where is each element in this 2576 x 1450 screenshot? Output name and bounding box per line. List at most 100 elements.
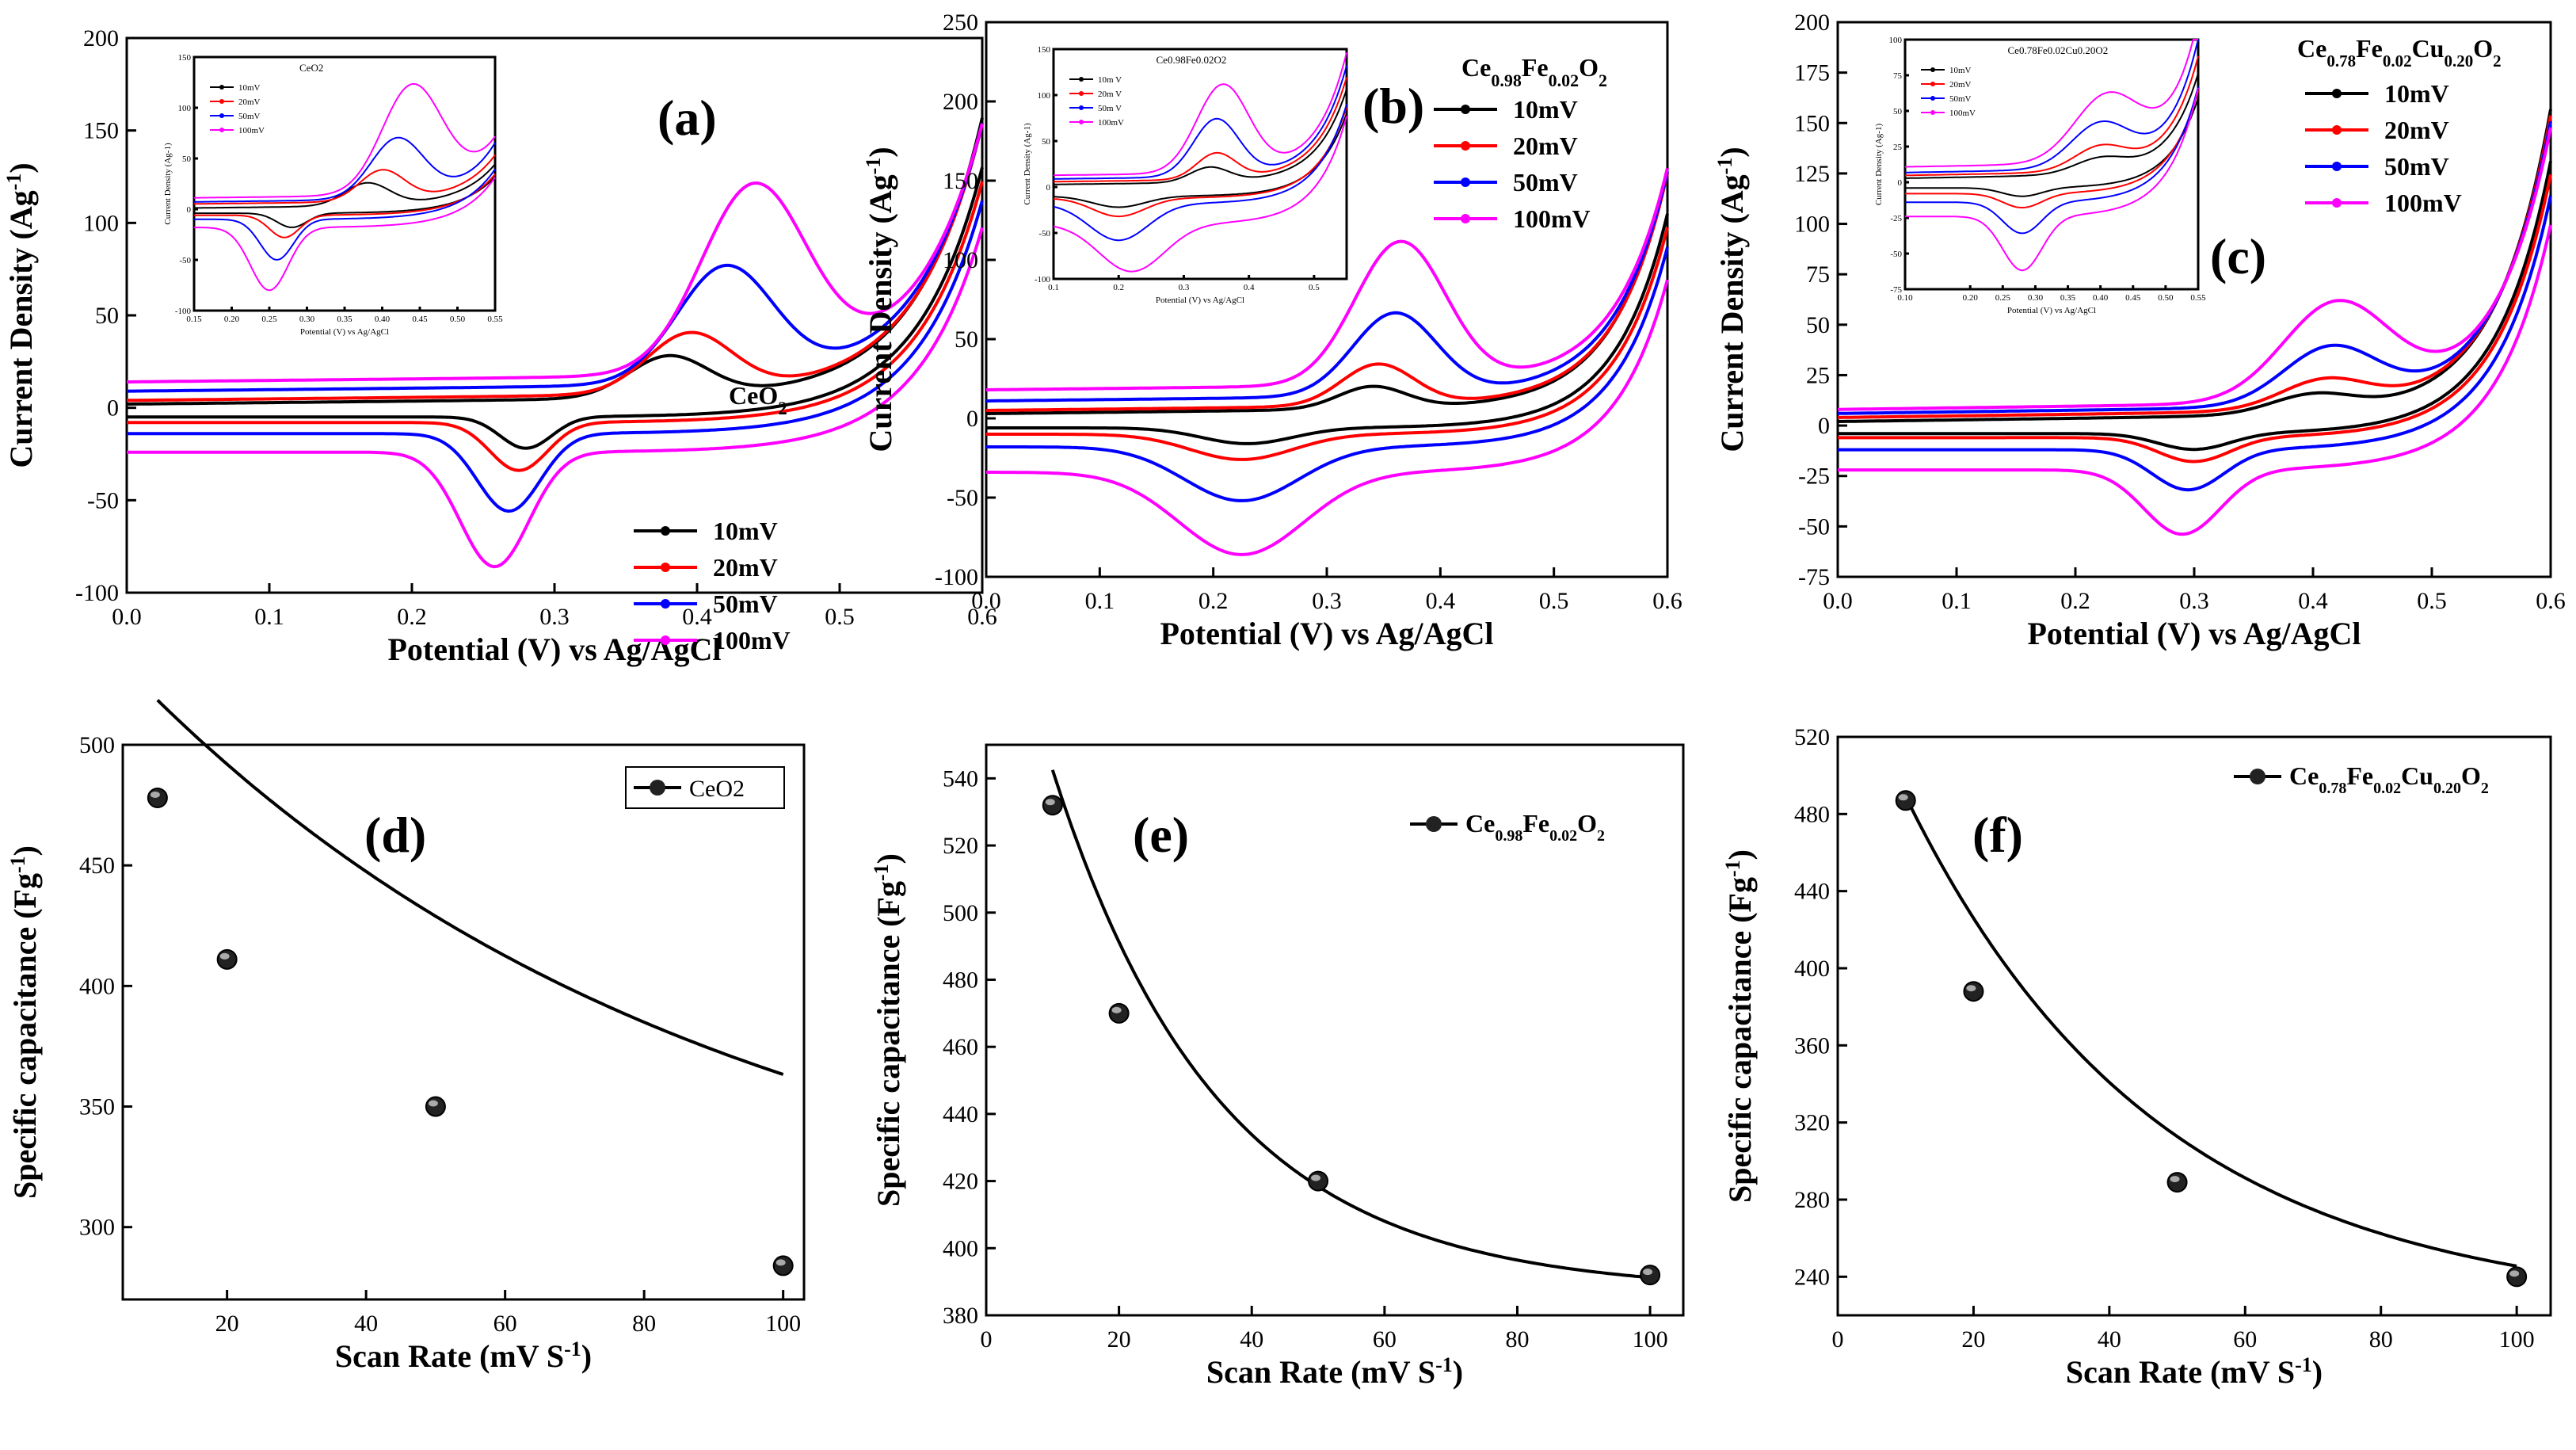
y-tick-label: 200 bbox=[1794, 10, 1830, 36]
inset-legend-label: 20m V bbox=[1098, 90, 1122, 99]
y-tick-label: -100 bbox=[1035, 275, 1051, 284]
plot-frame bbox=[121, 743, 806, 1301]
plot-frame bbox=[1836, 735, 2552, 1317]
axis-title-main: Scan Rate (mV S bbox=[335, 1338, 564, 1374]
x-tick-label: 0.2 bbox=[1198, 588, 1229, 614]
fit-curve bbox=[1903, 796, 2517, 1268]
y-tick-label: 100 bbox=[1794, 212, 1830, 238]
y-tick-label: 150 bbox=[178, 53, 192, 63]
y-axis-title-d: Specific capacitance (Fg-1) bbox=[6, 845, 44, 1199]
series-line-50mV-cathodic bbox=[1905, 86, 2199, 235]
inset-legend-marker bbox=[219, 85, 224, 90]
x-tick-label: 0.1 bbox=[1048, 283, 1059, 292]
legend-marker bbox=[2332, 162, 2342, 171]
y-tick-label: 125 bbox=[1794, 161, 1830, 187]
x-tick-label: 100 bbox=[2499, 1326, 2535, 1353]
legend-marker bbox=[1461, 105, 1470, 114]
series-line-20mV-anodic bbox=[127, 123, 984, 403]
y-tick-label: 150 bbox=[83, 118, 119, 144]
y-tick-label: -50 bbox=[1798, 513, 1830, 540]
legend-label-f: Ce0.78Fe0.02Cu0.20O2 bbox=[2289, 761, 2489, 797]
x-tick-label: 0.6 bbox=[2536, 588, 2566, 614]
series-line-100mV-anodic bbox=[1054, 52, 1347, 177]
inset-chart-a: 0.15 0.20 0.25 0.30 0.35 0.40 0.45 0.50 0.55 -100… bbox=[163, 53, 503, 337]
x-tick-label: 0.40 bbox=[2093, 293, 2109, 303]
material-main: O bbox=[2473, 34, 2493, 63]
x-tick-label: 0.25 bbox=[261, 315, 277, 324]
series-line-10mV-anodic bbox=[127, 117, 984, 406]
y-tick-label: 520 bbox=[943, 833, 978, 859]
legend-marker bbox=[1461, 177, 1470, 187]
legend-marker bbox=[661, 526, 670, 536]
inset-y-label: Current Density (Ag-1) bbox=[163, 143, 173, 225]
series-line-20m V-anodic bbox=[1053, 77, 1347, 183]
series-line-100mV-cathodic bbox=[1838, 224, 2552, 536]
y-tick-label: 200 bbox=[943, 89, 978, 115]
y-tick-label: 25 bbox=[1806, 362, 1830, 388]
y-axis-title-f: Specific capacitance (Fg-1) bbox=[1721, 849, 1759, 1203]
plot-frame bbox=[1052, 48, 1348, 280]
legend-sub: 2 bbox=[2481, 780, 2489, 797]
legend-b: 10mV 20mV 50mV 100mV bbox=[1434, 95, 1591, 233]
x-tick-label: 0.5 bbox=[1309, 283, 1320, 292]
series-line-10mV-cathodic bbox=[127, 166, 984, 450]
legend-sub: 0.20 bbox=[2433, 780, 2461, 797]
axis-title-end: ) bbox=[2312, 1354, 2323, 1390]
inset-legend-label: 50mV bbox=[238, 112, 261, 121]
x-tick-label: 0.55 bbox=[487, 315, 503, 324]
y-tick-label: 440 bbox=[1794, 879, 1830, 905]
x-tick-label: 0.3 bbox=[539, 604, 570, 630]
x-tick-label: 0.25 bbox=[1995, 293, 2011, 303]
legend-label: 10mV bbox=[2384, 79, 2449, 108]
legend-label: 100mV bbox=[2384, 189, 2462, 217]
y-tick-label: 500 bbox=[79, 732, 115, 758]
axis-title-main: Specific capacitance (Fg bbox=[1722, 877, 1758, 1203]
material-label-a: CeO2 bbox=[729, 381, 787, 418]
material-label-c: Ce0.78Fe0.02Cu0.20O2 bbox=[2297, 34, 2502, 71]
data-point bbox=[1895, 790, 1916, 811]
plot-frame bbox=[985, 743, 1685, 1317]
legend-sub: 0.98 bbox=[1495, 827, 1522, 845]
panel-label-f: (f) bbox=[1972, 807, 2023, 863]
y-tick-label: -100 bbox=[175, 307, 192, 316]
axis-title-end: ) bbox=[1453, 1354, 1463, 1390]
material-sub: 0.02 bbox=[2383, 52, 2412, 71]
data-point bbox=[1963, 981, 1984, 1002]
inset-legend-marker bbox=[219, 128, 224, 132]
inset-legend-label: 50m V bbox=[1098, 104, 1122, 113]
data-point-highlight bbox=[2170, 1176, 2180, 1183]
axis-title-sup: -1 bbox=[1713, 158, 1736, 175]
y-axis-title-e: Specific capacitance (Fg-1) bbox=[870, 853, 907, 1207]
data-point bbox=[147, 787, 168, 808]
axis-title-end: ) bbox=[581, 1338, 592, 1374]
y-tick-label: 480 bbox=[1794, 801, 1830, 827]
inset-legend-label: 20mV bbox=[238, 97, 261, 107]
series-line-10mV-anodic bbox=[986, 167, 1669, 415]
y-axis-title-b: Current Density (Ag-1) bbox=[862, 147, 899, 452]
y-tick-label: 0 bbox=[1898, 178, 1903, 188]
y-tick-label: 520 bbox=[1794, 724, 1830, 750]
series-line-50mV-anodic bbox=[986, 170, 1669, 403]
y-tick-label: 150 bbox=[1038, 45, 1051, 55]
series-line-100mV-anodic bbox=[986, 167, 1669, 391]
axis-title-sup: -1 bbox=[564, 1337, 581, 1360]
series-line-10mV-anodic bbox=[1837, 109, 2552, 423]
x-tick-label: 0.1 bbox=[254, 604, 284, 630]
y-tick-label: 0 bbox=[107, 395, 119, 422]
x-tick-label: 40 bbox=[1240, 1326, 1263, 1353]
axis-title-main: Specific capacitance (Fg bbox=[7, 873, 43, 1199]
y-tick-label: 0 bbox=[1818, 413, 1830, 439]
axis-title-sup: -1 bbox=[1721, 860, 1744, 877]
legend-main: O bbox=[2461, 761, 2481, 790]
y-tick-label: 175 bbox=[1794, 60, 1830, 86]
series-line-10m V-anodic bbox=[1054, 89, 1347, 185]
y-tick-label: 50 bbox=[1893, 107, 1903, 116]
legend-label: 100mV bbox=[713, 626, 791, 654]
series-line-10mV-cathodic bbox=[1905, 97, 2199, 197]
material-main: Fe bbox=[2356, 34, 2383, 63]
y-tick-label: 250 bbox=[943, 10, 978, 36]
series-line-100mV-anodic bbox=[193, 82, 496, 199]
series-line-50mV-cathodic bbox=[127, 200, 984, 513]
